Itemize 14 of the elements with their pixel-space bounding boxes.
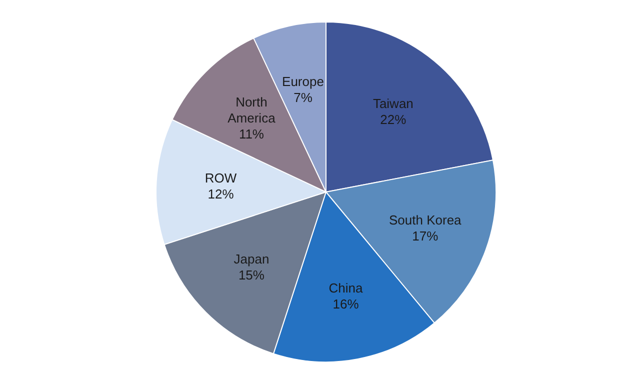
slice-label: South Korea xyxy=(389,212,462,228)
slice-label: Europe xyxy=(282,74,324,89)
data-label: 12% xyxy=(208,186,234,201)
slice-label: North America xyxy=(228,94,276,125)
slice-label: ROW xyxy=(204,170,238,185)
data-label: 11% xyxy=(238,126,264,141)
data-label: 22% xyxy=(380,111,407,126)
slice-label: Japan xyxy=(234,251,270,266)
slice-label: China xyxy=(328,280,364,296)
data-label: 7% xyxy=(294,90,313,105)
data-label: 15% xyxy=(238,267,265,282)
data-label: 16% xyxy=(332,296,360,312)
slice-label: Taiwan xyxy=(372,95,414,110)
data-label: 17% xyxy=(412,228,439,244)
